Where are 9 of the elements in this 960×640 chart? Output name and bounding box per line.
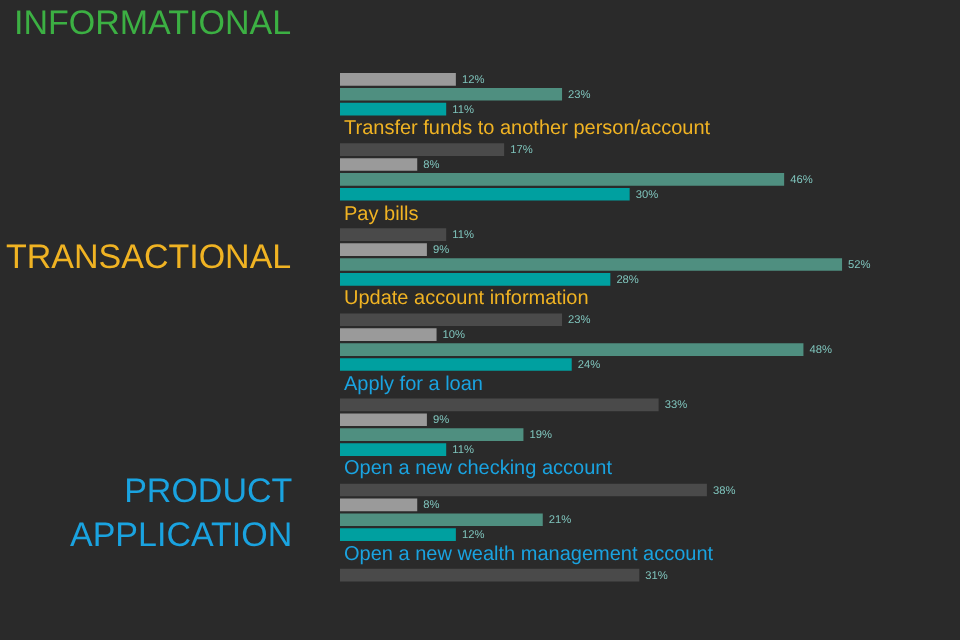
y-tick-label: Pay bills bbox=[344, 204, 419, 226]
y-tick-label: Apply for a loan bbox=[344, 374, 483, 396]
y-tick-label: Update account information bbox=[344, 288, 589, 310]
text: TRANSACTIONAL bbox=[6, 238, 292, 276]
text: INFORMATIONAL bbox=[14, 4, 292, 42]
y-tick-label: Open a new wealth management account bbox=[344, 544, 714, 566]
text: PRODUCT APPLICATION bbox=[70, 472, 293, 555]
y-tick-label: Transfer funds to another person/account bbox=[344, 118, 711, 140]
y-tick-label: Open a new checking account bbox=[344, 458, 613, 480]
